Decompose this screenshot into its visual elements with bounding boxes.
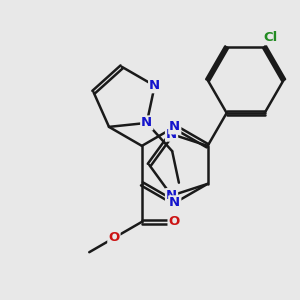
Text: N: N xyxy=(169,196,180,209)
Text: N: N xyxy=(166,189,177,202)
Text: O: O xyxy=(108,232,119,244)
Text: N: N xyxy=(166,128,177,141)
Text: O: O xyxy=(169,215,180,228)
Text: N: N xyxy=(149,79,160,92)
Text: N: N xyxy=(141,116,152,129)
Text: Cl: Cl xyxy=(263,31,277,44)
Text: N: N xyxy=(169,120,180,134)
